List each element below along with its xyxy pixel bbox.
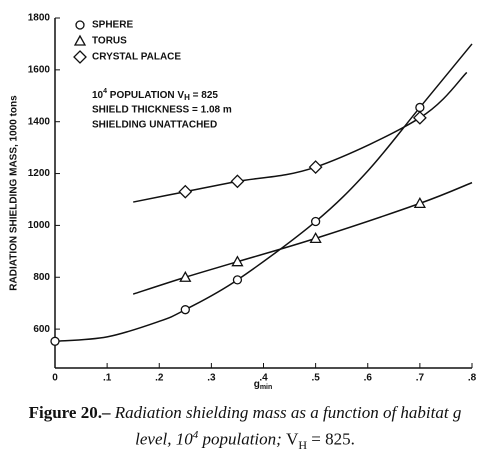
y-tick-label: 1400 bbox=[28, 116, 51, 127]
marker bbox=[231, 255, 244, 267]
x-label-text: g bbox=[254, 379, 260, 390]
y-tick-label: 600 bbox=[33, 324, 50, 335]
marker bbox=[413, 197, 426, 209]
x-tick-label: 0 bbox=[52, 373, 58, 384]
marker bbox=[179, 270, 192, 282]
marker bbox=[415, 102, 425, 113]
x-tick-label: .6 bbox=[364, 373, 373, 384]
chart: RADIATION SHIELDING MASS, 1000 tons gmin… bbox=[9, 13, 477, 391]
annotation-sub: H bbox=[184, 93, 190, 102]
y-tick-label: 1200 bbox=[28, 168, 51, 179]
legend-label: CRYSTAL PALACE bbox=[92, 52, 181, 63]
marker bbox=[310, 216, 321, 227]
marker bbox=[230, 174, 245, 189]
caption-base: 10 bbox=[175, 429, 193, 449]
x-axis-label: gmin bbox=[254, 379, 273, 391]
legend-label: TORUS bbox=[92, 36, 127, 47]
annotation-line: SHIELD THICKNESS = 1.08 m bbox=[92, 105, 232, 116]
marker bbox=[50, 336, 60, 346]
legend-label: SPHERE bbox=[92, 20, 133, 31]
series-line bbox=[54, 43, 473, 343]
y-tick-label: 1800 bbox=[28, 13, 51, 24]
annotation-base: 10 bbox=[92, 90, 104, 101]
x-tick-label: .2 bbox=[155, 373, 164, 384]
x-label-sub: min bbox=[260, 384, 272, 391]
caption-text: population; bbox=[198, 429, 287, 449]
legend-marker bbox=[75, 20, 85, 30]
caption-sup: 4 bbox=[192, 429, 199, 441]
y-tick-label: 1000 bbox=[28, 220, 51, 231]
caption-v: V bbox=[286, 429, 299, 449]
y-axis-label: RADIATION SHIELDING MASS, 1000 tons bbox=[9, 95, 20, 291]
annotation-text: POPULATION V bbox=[107, 90, 184, 101]
marker bbox=[309, 232, 322, 244]
x-tick-label: .8 bbox=[468, 373, 477, 384]
x-tick-label: .1 bbox=[103, 373, 112, 384]
caption-label: Figure 20.– bbox=[28, 403, 115, 422]
legend-marker bbox=[73, 50, 87, 64]
marker bbox=[412, 110, 427, 125]
x-tick-label: .7 bbox=[416, 373, 425, 384]
y-tick-label: 1600 bbox=[28, 64, 51, 75]
annotation: 104 POPULATION VH = 825 bbox=[92, 88, 218, 102]
caption-text: Radiation shielding mass as a function o… bbox=[114, 403, 462, 449]
x-tick-label: .3 bbox=[207, 373, 216, 384]
caption-sub: H bbox=[298, 438, 308, 453]
annotation-line: SHIELDING UNATTACHED bbox=[92, 120, 217, 131]
legend-marker bbox=[73, 34, 87, 46]
caption-tail: = 825. bbox=[307, 429, 355, 449]
marker bbox=[232, 275, 243, 285]
caption: Figure 20.– Radiation shielding mass as … bbox=[20, 402, 470, 456]
x-tick-label: .4 bbox=[259, 373, 268, 384]
x-tick-label: .5 bbox=[311, 373, 320, 384]
marker bbox=[308, 160, 323, 174]
marker bbox=[178, 184, 193, 199]
annotation-tail: = 825 bbox=[190, 90, 219, 101]
marker bbox=[180, 305, 190, 315]
y-tick-label: 800 bbox=[33, 272, 50, 283]
annotation-sup: 4 bbox=[103, 88, 107, 95]
